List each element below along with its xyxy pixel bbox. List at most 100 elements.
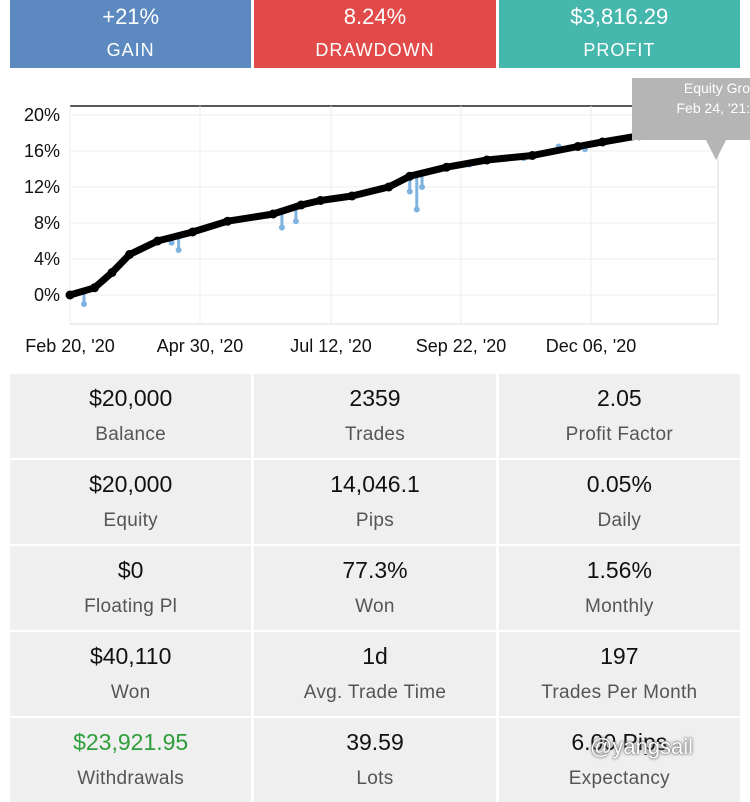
- summary-cards: +21% GAIN 8.24% DRAWDOWN $3,816.29 PROFI…: [10, 0, 740, 68]
- stat-value: 6.00 Pips: [571, 729, 668, 755]
- stat-value: 0.05%: [586, 471, 652, 497]
- profit-value: $3,816.29: [570, 4, 669, 29]
- profit-card[interactable]: $3,816.29 PROFIT: [498, 0, 740, 68]
- stat-label: Withdrawals: [77, 768, 185, 789]
- stat-label: Daily: [597, 510, 642, 531]
- y-tick-label: 8%: [34, 213, 60, 233]
- gain-value: +21%: [102, 4, 160, 29]
- x-tick-label: Feb 20, '20: [25, 336, 115, 356]
- stat-label: Equity: [103, 510, 158, 531]
- chart-ticks: 20% 16% 12% 8% 4% 0% Feb 20, '20 Apr 30, '20 Jul…: [24, 105, 636, 356]
- equity-point: [384, 182, 394, 192]
- stat-cell: 0.05% Daily: [498, 460, 740, 544]
- tooltip-arrow: [706, 140, 726, 160]
- equity-point: [90, 283, 100, 293]
- y-tick-label: 0%: [34, 285, 60, 305]
- stat-label: Floating Pl: [84, 596, 178, 617]
- chart-tooltip: Equity Gro Feb 24, '21:: [632, 78, 750, 140]
- stats-grid: $20,000 Balance 2359 Trades 2.05 Profit Facto…: [10, 374, 740, 802]
- drawdown-value: 8.24%: [343, 4, 407, 29]
- stat-label: Expectancy: [568, 768, 670, 789]
- watermark: @yangsail: [590, 734, 694, 759]
- y-tick-label: 4%: [34, 249, 60, 269]
- tooltip-date: Feb 24, '21:: [676, 100, 750, 116]
- stat-value: 197: [600, 643, 639, 669]
- drawdown-point: [175, 247, 182, 253]
- stat-value: $0: [117, 557, 144, 583]
- equity-point: [442, 162, 452, 172]
- x-tick-label: Jul 12, '20: [290, 336, 372, 356]
- y-tick-label: 20%: [24, 105, 60, 125]
- equity-point: [296, 200, 306, 210]
- stat-cell: $20,000 Balance: [10, 374, 252, 458]
- stat-cell: 39.59 Lots: [254, 718, 496, 802]
- equity-point: [153, 236, 163, 246]
- stat-cell: 2.05 Profit Factor: [498, 374, 740, 458]
- drawdown-point: [419, 184, 426, 190]
- drawdown-point: [278, 224, 285, 231]
- stat-cell: $23,921.95 Withdrawals: [10, 718, 252, 802]
- equity-point: [268, 209, 278, 219]
- drawdown-point: [406, 188, 413, 195]
- stat-value: 39.59: [346, 729, 404, 755]
- stat-label: Won: [355, 596, 395, 617]
- stat-cell: 1.56% Monthly: [498, 546, 740, 630]
- equity-point: [107, 268, 117, 277]
- stat-value: 77.3%: [342, 557, 408, 583]
- stat-cell: 2359 Trades: [254, 374, 496, 458]
- stat-value: 1.56%: [586, 557, 652, 583]
- equity-point: [527, 151, 537, 160]
- gain-card[interactable]: +21% GAIN: [10, 0, 252, 68]
- equity-point: [573, 142, 583, 151]
- tooltip-title: Equity Gro: [683, 80, 750, 96]
- x-tick-label: Dec 06, '20: [546, 336, 637, 356]
- drawdown-card[interactable]: 8.24% DRAWDOWN: [254, 0, 496, 68]
- stat-cell: $20,000 Equity: [10, 460, 252, 544]
- stat-label: Lots: [356, 768, 394, 789]
- y-tick-label: 12%: [24, 177, 60, 197]
- drawdown-point: [413, 206, 420, 213]
- gain-label: GAIN: [106, 40, 155, 60]
- stat-cell: $0 Floating Pl: [10, 546, 252, 630]
- stat-cell: 197 Trades Per Month: [498, 632, 740, 716]
- stat-label: Trades Per Month: [541, 682, 698, 703]
- stat-label: Balance: [95, 424, 167, 445]
- equity-line: [66, 111, 722, 299]
- x-tick-label: Apr 30, '20: [157, 336, 244, 356]
- stat-label: Profit Factor: [565, 424, 673, 445]
- stat-cell: 14,046.1 Pips: [254, 460, 496, 544]
- x-tick-label: Sep 22, '20: [416, 336, 507, 356]
- stat-value: 1d: [362, 643, 388, 669]
- stat-label: Monthly: [585, 596, 654, 617]
- stat-value: $20,000: [89, 385, 173, 411]
- stat-label: Won: [110, 682, 151, 703]
- stat-value: 2.05: [596, 385, 642, 411]
- equity-point: [405, 171, 415, 181]
- equity-growth-chart[interactable]: 20% 16% 12% 8% 4% 0% Feb 20, '20 Apr 30, '20 Jul…: [0, 68, 750, 368]
- equity-point: [347, 191, 357, 201]
- stat-value: $23,921.95: [73, 729, 189, 755]
- profit-label: PROFIT: [583, 40, 656, 60]
- equity-point: [188, 227, 198, 237]
- stat-value: 2359: [349, 385, 401, 411]
- equity-point: [315, 196, 325, 205]
- stat-value: 14,046.1: [330, 471, 420, 497]
- chart-canvas: 20% 16% 12% 8% 4% 0% Feb 20, '20 Apr 30, '20 Jul…: [24, 105, 723, 356]
- stat-cell: 1d Avg. Trade Time: [254, 632, 496, 716]
- stat-cell: $40,110 Won: [10, 632, 252, 716]
- stat-cell: 6.00 Pips Expectancy: [498, 718, 740, 802]
- stat-cell: 77.3% Won: [254, 546, 496, 630]
- stat-label: Trades: [344, 424, 406, 445]
- stat-label: Pips: [355, 510, 395, 531]
- y-tick-label: 16%: [24, 141, 60, 161]
- drawdown-point: [81, 301, 88, 307]
- stat-label: Avg. Trade Time: [303, 682, 447, 703]
- stat-value: $40,110: [89, 643, 172, 669]
- equity-point: [65, 290, 75, 300]
- drawdown-point: [292, 218, 299, 225]
- drawdown-label: DRAWDOWN: [315, 40, 435, 60]
- equity-point: [125, 250, 135, 259]
- equity-point: [597, 137, 607, 147]
- equity-point: [482, 155, 492, 165]
- stat-value: $20,000: [89, 471, 173, 497]
